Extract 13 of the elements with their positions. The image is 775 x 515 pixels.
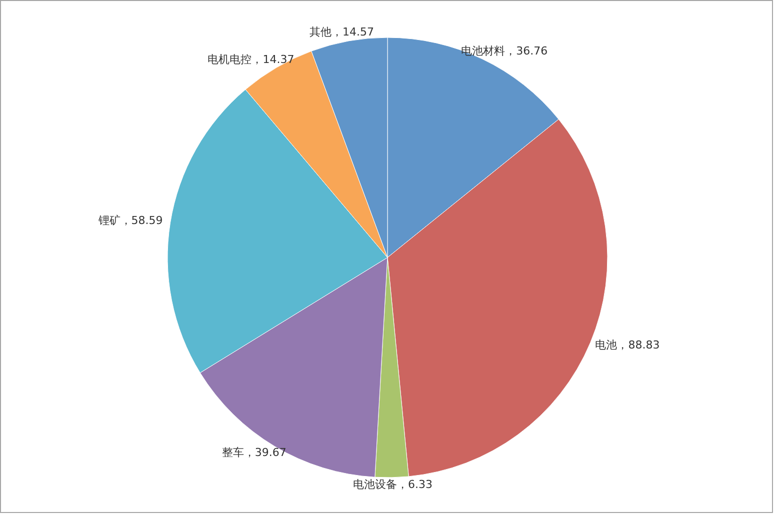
slice-label: 整车 [222,446,244,459]
slice-label: 锂矿 [97,214,120,227]
data-label: ，88.83 [617,338,660,352]
data-label: ，14.37 [252,52,294,66]
data-label: ，58.59 [120,214,163,227]
data-label: ，14.57 [332,26,374,39]
slice-label: 电机电控 [208,52,252,66]
data-label: ，39.67 [244,446,286,459]
slice-label: 电池设备 [352,478,397,491]
slice-label: 电池 [595,338,618,352]
slice-label: 其他 [310,26,332,39]
data-label: ，36.76 [505,44,548,58]
data-label: ，6.33 [396,478,432,491]
